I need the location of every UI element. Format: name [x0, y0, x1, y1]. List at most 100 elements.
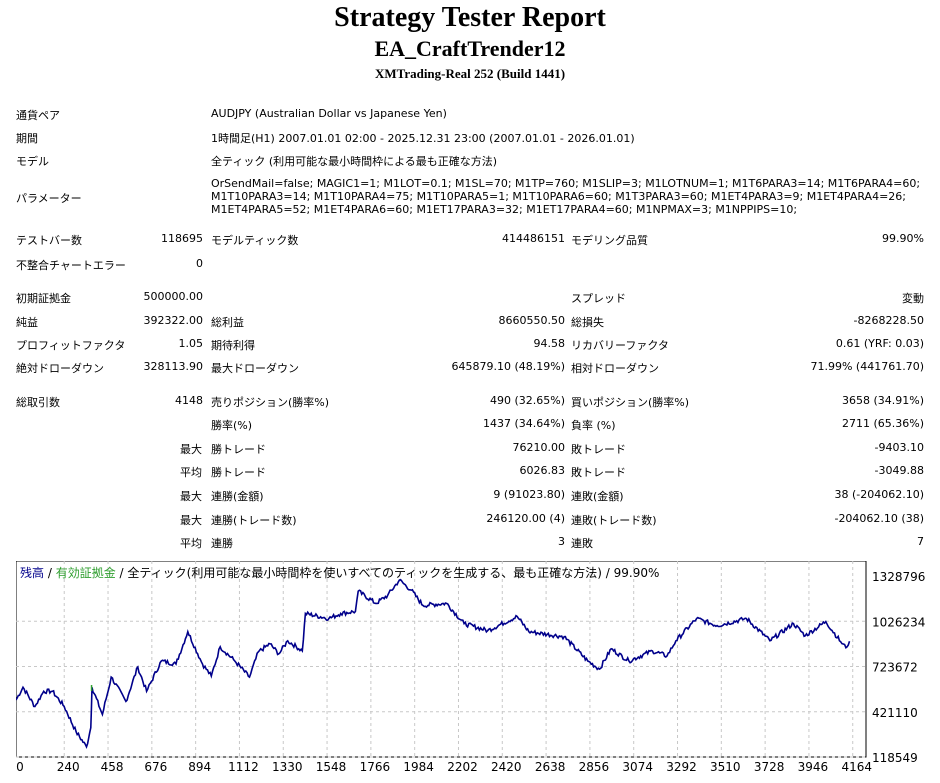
x-tick-label: 0	[16, 760, 24, 771]
balance-chart: 1328796 1026234 723672 421110 118549 0 240 458 6…	[16, 561, 925, 771]
stat-label: 連勝(トレード数)	[211, 514, 297, 527]
legend-entry: / 全ティック(利用可能な最小時間枠を使いすべてのティックを生成する、最も正確な…	[116, 565, 660, 580]
stat-label: 勝率(%)	[211, 419, 253, 432]
x-tick-label: 1548	[316, 760, 347, 771]
x-tick-label: 2856	[579, 760, 610, 771]
stat-value: 645879.10 (48.19%)	[451, 360, 565, 373]
stat-value: 最大	[180, 443, 202, 456]
stat-label: 売りポジション(勝率%)	[211, 396, 330, 409]
balance-line	[16, 578, 851, 750]
stat-value: 3	[558, 535, 565, 548]
stat-label: テストバー数	[16, 234, 82, 247]
legend-entry: /	[44, 566, 56, 580]
stat-label: 連敗	[571, 537, 593, 550]
params-label: パラメーター	[16, 192, 82, 205]
report-title: Strategy Tester Report	[334, 2, 606, 33]
stat-label: 初期証拠金	[16, 292, 71, 305]
stat-label: 期待利得	[211, 339, 255, 352]
x-tick-label: 1766	[360, 760, 391, 771]
stat-value: 4148	[175, 394, 203, 407]
stat-label: 不整合チャートエラー	[16, 259, 126, 272]
stat-value: -204062.10 (38)	[834, 512, 924, 525]
stat-label: 連敗(トレード数)	[571, 514, 657, 527]
stat-label: モデリング品質	[571, 234, 648, 247]
y-tick-label: 1026234	[872, 615, 925, 629]
stat-value: 0	[196, 257, 203, 270]
x-tick-label: 676	[144, 760, 167, 771]
symbol-label: 通貨ペア	[16, 109, 60, 122]
stat-label: 総損失	[571, 316, 604, 329]
x-tick-label: 3946	[798, 760, 829, 771]
stat-value: 9 (91023.80)	[493, 488, 565, 501]
symbol-value: AUDJPY (Australian Dollar vs Japanese Ye…	[211, 107, 447, 120]
stat-value: 6026.83	[519, 464, 566, 477]
stat-value: 99.90%	[882, 232, 924, 245]
stat-label: 買いポジション(勝率%)	[571, 396, 690, 409]
y-tick-label: 723672	[872, 661, 918, 675]
plot-area	[16, 561, 867, 758]
stat-label: モデルティック数	[211, 234, 299, 247]
period-value: 1時間足(H1) 2007.01.01 02:00 - 2025.12.31 2…	[211, 132, 635, 145]
server-build: XMTrading-Real 252 (Build 1441)	[374, 66, 566, 81]
model-label: モデル	[16, 155, 49, 168]
stat-value: 38 (-204062.10)	[834, 488, 924, 501]
stat-label: 総取引数	[16, 396, 60, 409]
stat-value: 最大	[180, 514, 202, 527]
x-tick-label: 2202	[447, 760, 478, 771]
stat-label: 絶対ドローダウン	[16, 362, 104, 375]
stat-label: スプレッド	[571, 292, 626, 305]
params-value: OrSendMail=false; MAGIC1=1; M1LOT=0.1; M…	[211, 177, 921, 216]
stat-value: 94.58	[533, 337, 566, 350]
stat-label: 連勝	[211, 537, 233, 550]
stat-label: プロフィットファクタ	[16, 339, 126, 352]
legend-entry: 残高	[20, 565, 44, 580]
y-tick-label: 1328796	[872, 570, 925, 584]
stat-value: -3049.88	[874, 464, 924, 477]
stat-value: 414486151	[502, 232, 565, 245]
x-tick-label: 4164	[841, 760, 872, 771]
stat-value: 1.05	[178, 337, 204, 350]
stat-label: 勝トレード	[211, 443, 266, 456]
stat-value: 2711 (65.36%)	[841, 417, 924, 430]
stat-label: 敗トレード	[571, 443, 626, 456]
stat-value: 71.99% (441761.70)	[810, 360, 924, 373]
y-tick-label: 118549	[872, 751, 918, 765]
chart-legend: 残高 / 有効証拠金 / 全ティック(利用可能な最小時間枠を使いすべてのティック…	[20, 565, 659, 580]
stat-value: 0.61 (YRF: 0.03)	[835, 337, 924, 350]
stat-value: 328113.90	[143, 360, 204, 373]
x-tick-label: 3292	[666, 760, 697, 771]
model-value: 全ティック (利用可能な最小時間枠による最も正確な方法)	[211, 155, 498, 168]
y-tick-label: 421110	[872, 706, 918, 720]
ea-name: EA_CraftTrender12	[374, 36, 566, 61]
stat-label: 勝トレード	[211, 466, 266, 479]
stat-value: -8268228.50	[853, 314, 924, 327]
stat-value: 76210.00	[512, 441, 566, 454]
stat-value: -9403.10	[874, 441, 924, 454]
x-tick-label: 458	[101, 760, 124, 771]
stat-value: 500000.00	[143, 290, 204, 303]
stat-value: 平均	[180, 537, 202, 550]
x-tick-label: 1112	[228, 760, 259, 771]
stat-label: 総利益	[211, 316, 244, 329]
stat-value: 7	[917, 535, 924, 548]
stat-label: 負率 (%)	[571, 419, 616, 432]
x-tick-label: 894	[188, 760, 211, 771]
x-tick-label: 3728	[754, 760, 785, 771]
stat-value: 8660550.50	[498, 314, 565, 327]
stat-label: 相対ドローダウン	[571, 362, 659, 375]
stat-label: 連勝(金額)	[211, 490, 264, 503]
stat-value: 392322.00	[143, 314, 204, 327]
stat-value: 490 (32.65%)	[489, 394, 565, 407]
stat-value: 1437 (34.64%)	[482, 417, 565, 430]
period-label: 期間	[16, 132, 38, 145]
stat-value: 118695	[161, 232, 203, 245]
x-tick-label: 240	[57, 760, 80, 771]
x-tick-label: 3510	[710, 760, 741, 771]
x-tick-label: 2420	[491, 760, 522, 771]
x-tick-label: 3074	[622, 760, 653, 771]
stat-value: 最大	[180, 490, 202, 503]
stat-value: 平均	[180, 466, 202, 479]
stat-label: 連敗(金額)	[571, 490, 624, 503]
x-tick-label: 1330	[272, 760, 303, 771]
stat-value: 246120.00 (4)	[486, 512, 565, 525]
